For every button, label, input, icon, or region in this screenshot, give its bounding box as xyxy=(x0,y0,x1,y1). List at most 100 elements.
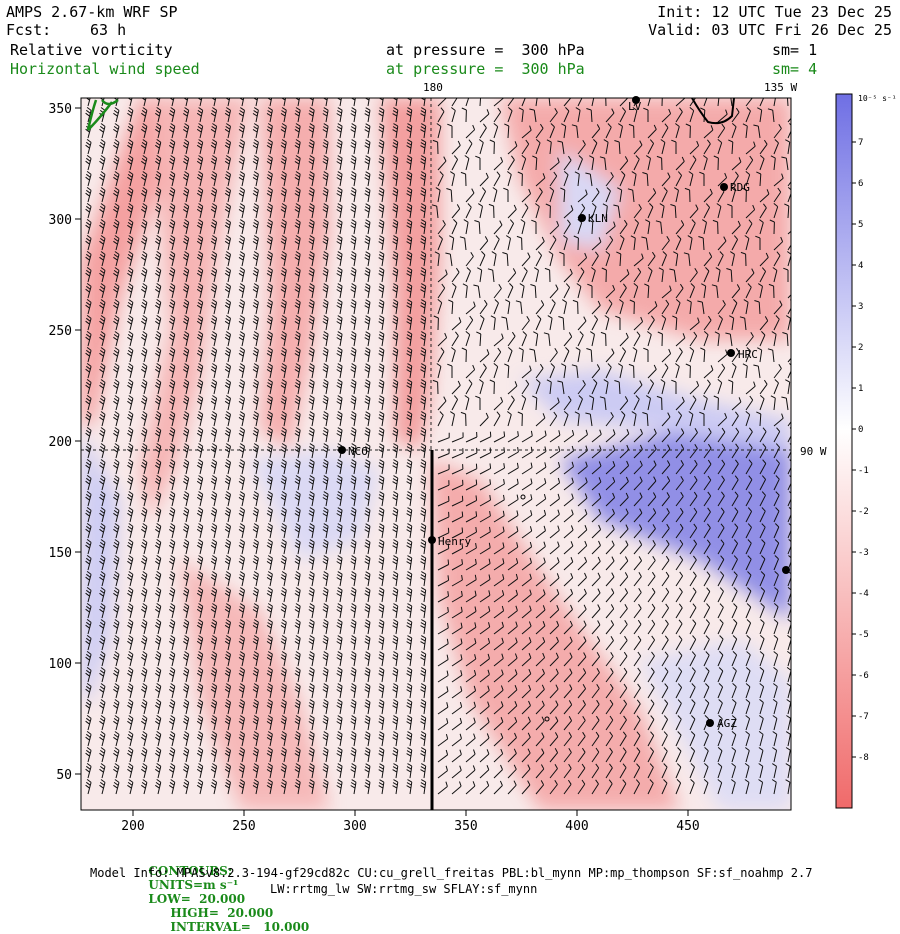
wind-barb xyxy=(535,203,540,219)
wind-barb xyxy=(619,572,629,587)
wind-barb xyxy=(590,331,595,347)
wind-barb xyxy=(280,219,287,235)
wind-barb xyxy=(703,125,714,139)
wind-barb xyxy=(755,235,761,250)
wind-barb xyxy=(437,575,450,587)
wind-barb xyxy=(773,571,779,587)
wind-barb xyxy=(451,654,463,667)
wind-barb xyxy=(731,683,737,699)
wind-barb xyxy=(479,669,490,683)
wind-barb xyxy=(322,283,329,299)
station-henry[interactable]: Henry xyxy=(428,535,471,548)
wind-barb xyxy=(392,747,399,763)
wind-barb xyxy=(280,411,287,427)
wind-barb xyxy=(420,203,427,219)
wind-barb xyxy=(633,587,642,603)
wind-barb xyxy=(632,347,638,363)
wind-barb xyxy=(437,686,449,699)
wind-barb xyxy=(364,171,371,187)
wind-barb xyxy=(675,460,684,475)
station-agz[interactable]: AGZ xyxy=(706,717,737,730)
wind-barb xyxy=(493,748,504,763)
wind-barb xyxy=(675,299,681,315)
wind-barb xyxy=(308,635,315,651)
station-marker-unlabeled[interactable] xyxy=(782,566,790,574)
wind-barb xyxy=(549,363,555,379)
wind-barb xyxy=(549,605,560,619)
wind-barb xyxy=(717,555,725,571)
wind-barb xyxy=(450,411,455,427)
wind-barb xyxy=(406,555,413,571)
wind-barb xyxy=(336,155,343,171)
wind-barb xyxy=(717,683,724,699)
wind-barb xyxy=(322,635,329,651)
wind-barb xyxy=(308,379,315,395)
wind-barb xyxy=(773,427,781,443)
station-rdg[interactable]: RDG xyxy=(720,181,750,194)
wind-barb xyxy=(350,555,357,571)
station-label: RDG xyxy=(730,181,750,194)
wind-barb xyxy=(492,187,498,203)
wind-barb xyxy=(238,395,245,411)
station-hrc[interactable]: HRC xyxy=(727,348,758,361)
wind-barb xyxy=(465,139,473,155)
wind-barb xyxy=(224,427,231,443)
wind-barb xyxy=(308,507,315,523)
wind-barb xyxy=(745,347,751,363)
wind-barb xyxy=(745,651,751,667)
station-nco[interactable]: NCO xyxy=(338,445,368,458)
station-label: HRC xyxy=(738,348,758,361)
wind-barb xyxy=(322,443,329,459)
wind-barb xyxy=(563,283,571,299)
wind-barb xyxy=(406,715,413,731)
wind-barb xyxy=(378,715,385,731)
wind-barb xyxy=(437,347,445,363)
wind-barb xyxy=(493,479,505,491)
wind-barb xyxy=(85,98,91,107)
wind-barb xyxy=(465,590,477,603)
wind-barb xyxy=(743,299,749,315)
wind-barb xyxy=(487,268,495,283)
wind-barb xyxy=(155,506,162,523)
wind-barb xyxy=(521,764,531,779)
wind-barb xyxy=(773,667,778,683)
wind-barb xyxy=(224,251,231,267)
wind-barb xyxy=(420,155,427,171)
wind-barb xyxy=(507,431,519,443)
wind-barb xyxy=(141,539,148,555)
wind-barb xyxy=(577,700,586,715)
wind-barb xyxy=(451,155,459,171)
wind-barb xyxy=(141,411,148,427)
wind-barb xyxy=(210,363,218,379)
wind-barb xyxy=(731,715,737,731)
wind-barb xyxy=(224,155,231,171)
wind-barb xyxy=(364,443,371,459)
wind-barb xyxy=(155,442,162,459)
wind-barb xyxy=(633,715,641,731)
wind-barb xyxy=(308,715,315,731)
wind-barb xyxy=(731,619,738,635)
wind-barb xyxy=(715,267,721,283)
wind-barb xyxy=(689,380,700,395)
wind-barb xyxy=(661,444,671,459)
wind-barb xyxy=(437,98,447,107)
wind-barb xyxy=(633,444,643,459)
station-kln[interactable]: KLN xyxy=(578,212,608,225)
wind-barb xyxy=(308,299,315,315)
wind-barb xyxy=(521,573,532,587)
wind-barb xyxy=(759,587,766,603)
wind-barb xyxy=(647,524,656,539)
wind-barb xyxy=(141,587,148,603)
wind-barb xyxy=(169,587,176,603)
wind-barb xyxy=(759,491,766,507)
wind-barb xyxy=(322,683,329,699)
wind-barb xyxy=(99,619,106,635)
wind-barb xyxy=(577,715,586,731)
wind-barb xyxy=(563,684,573,699)
wind-barb xyxy=(392,139,399,155)
station-lv[interactable]: LV xyxy=(628,96,642,113)
wind-barb xyxy=(336,635,343,651)
wind-barb xyxy=(308,699,315,715)
wind-barb xyxy=(378,379,385,395)
wind-barb xyxy=(364,779,371,795)
